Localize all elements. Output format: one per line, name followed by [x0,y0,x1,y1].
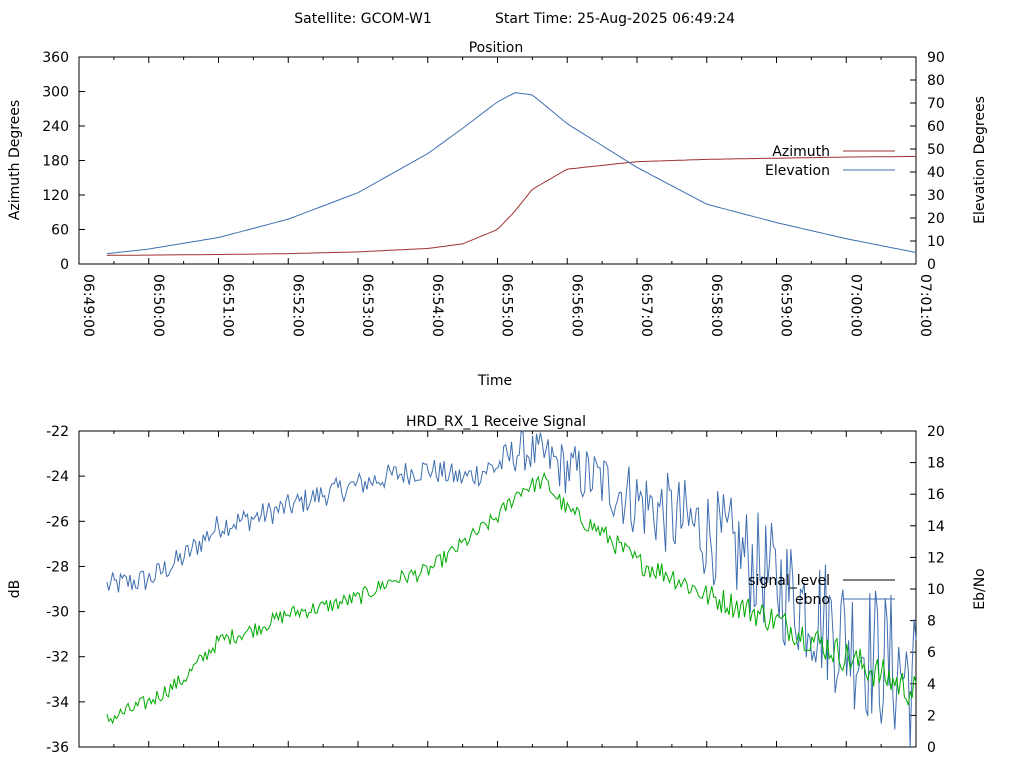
signal-x-axis [78,431,917,747]
x-tick-label: 06:55:00 [499,274,515,337]
x-tick-label: 06:58:00 [708,274,724,337]
position-x-axis: 06:49:00 06:50:00 06:51:00 06:52:00 06:53:00… [78,57,933,337]
y2-tick-label: 14 [927,519,945,535]
y2-tick-label: 70 [927,96,945,112]
y-tick-label: -24 [46,469,69,485]
satellite-label: Satellite: GCOM-W1 [294,11,431,27]
signal-y2-axis-label: Eb/No [972,568,988,610]
y2-tick-label: 12 [927,550,945,566]
x-tick-label: 07:01:00 [917,274,933,337]
y2-tick-label: 16 [927,487,945,503]
legend-azimuth-label: Azimuth [772,144,830,160]
position-plot-frame [78,56,917,265]
y2-tick-label: 10 [927,582,945,598]
x-tick-label: 06:56:00 [568,274,584,337]
x-tick-label: 07:00:00 [847,274,863,337]
y-tick-label: 180 [42,154,69,170]
y2-tick-label: 8 [927,614,936,630]
y2-tick-label: 0 [927,257,936,273]
signal-y-axis: -36 -34 -32 -30 -28 -26 -24 -22 [46,424,85,756]
signal-chart: HRD_RX_1 Receive Signal -36-34-32-30-28-… [7,414,988,756]
y2-tick-label: 20 [927,211,945,227]
x-tick-label: 06:52:00 [289,274,305,337]
y2-tick-label: 50 [927,142,945,158]
y2-tick-label: 0 [927,740,936,756]
y-tick-label: 240 [42,119,69,135]
y2-tick-label: 30 [927,188,945,204]
series-line-Elevation [106,92,917,255]
series-line-signal-level-trace [106,471,917,725]
signal-plot-frame [78,430,917,748]
position-y2-axis-label: Elevation Degrees [972,96,988,224]
position-chart: Position 0 60 120 180 240 300 360 0 10 20 30 40 50 6… [7,40,988,389]
series-line-ebno [106,430,917,748]
y-tick-label: -22 [46,424,69,440]
y2-tick-label: 4 [927,677,936,693]
legend-signal-level-label: signal_level [748,573,830,589]
x-tick-label: 06:54:00 [429,274,445,337]
y2-tick-label: 80 [927,73,945,89]
y2-tick-label: 20 [927,424,945,440]
x-tick-label: 06:50:00 [150,274,166,337]
y-tick-label: 60 [51,223,69,239]
x-tick-label: 06:51:00 [220,274,236,337]
position-y2-axis: 0 10 20 30 40 50 60 70 80 90 [910,50,945,273]
y-tick-label: -28 [46,559,69,575]
legend-elevation-label: Elevation [765,163,830,179]
signal-y2-axis: 0 2 4 6 8 10 12 14 16 18 20 [910,424,945,756]
x-tick-label: 06:53:00 [359,274,375,337]
y2-tick-label: 10 [927,234,945,250]
y2-tick-label: 6 [927,645,936,661]
x-tick-label: 06:59:00 [778,274,794,337]
y-tick-label: -36 [46,740,69,756]
y2-tick-label: 40 [927,165,945,181]
y-tick-label: -32 [46,650,69,666]
y-tick-label: -30 [46,605,69,621]
signal-y-axis-label: dB [7,580,23,599]
signal-legend: signal_level ebno [748,573,895,608]
y2-tick-label: 18 [927,456,945,472]
y-tick-label: 360 [42,50,69,66]
legend-ebno-label: ebno [795,592,830,608]
y2-tick-label: 60 [927,119,945,135]
y2-tick-label: 2 [927,708,936,724]
y-tick-label: 120 [42,188,69,204]
position-chart-title: Position [469,40,524,56]
position-legend: Azimuth Elevation [765,144,895,179]
series-line-Azimuth [106,156,916,256]
position-y-axis: 0 60 120 180 240 300 360 [42,50,85,273]
position-x-axis-label: Time [477,373,512,389]
y2-tick-label: 90 [927,50,945,66]
y-tick-label: 300 [42,85,69,101]
x-tick-label: 06:49:00 [80,274,96,337]
y-tick-label: -26 [46,514,69,530]
x-tick-label: 06:57:00 [638,274,654,337]
signal-chart-title: HRD_RX_1 Receive Signal [406,414,586,430]
position-y-axis-label: Azimuth Degrees [7,100,23,220]
start-time-label: Start Time: 25-Aug-2025 06:49:24 [495,11,735,27]
y-tick-label: -34 [46,695,69,711]
y-tick-label: 0 [60,257,69,273]
